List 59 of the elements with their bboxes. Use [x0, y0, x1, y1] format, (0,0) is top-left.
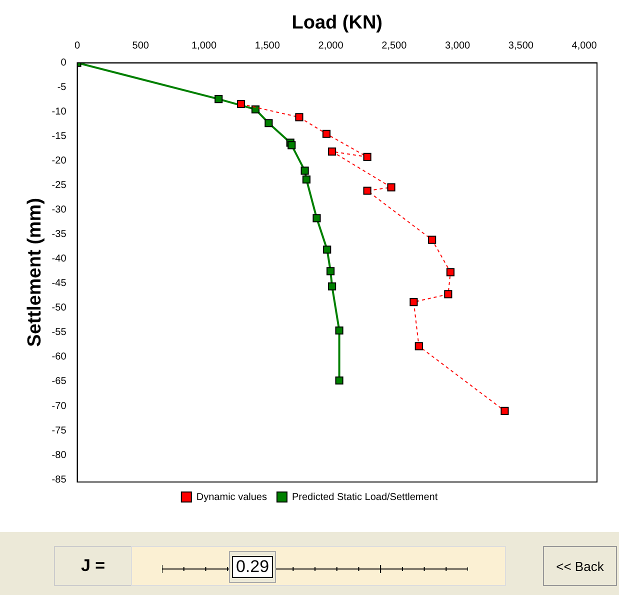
x-tick-label: 1,000 [192, 40, 217, 52]
point [328, 148, 336, 156]
x-tick-label: 3,000 [445, 40, 471, 52]
x-axis-title: Load (KN) [292, 12, 383, 34]
point [328, 282, 336, 290]
y-tick-label: -75 [52, 425, 67, 436]
y-tick-label: 0 [60, 58, 67, 69]
x-tick-label: 500 [132, 40, 150, 52]
point [295, 113, 304, 122]
point [410, 298, 418, 306]
y-tick-label: -10 [52, 106, 67, 118]
point [288, 141, 296, 150]
y-tick-label: -25 [52, 180, 67, 192]
point [312, 214, 321, 222]
text: 0.29 [232, 556, 274, 578]
text: << Back [543, 546, 617, 586]
y-tick-label: -30 [52, 204, 67, 216]
x-tick-label: 1,500 [254, 40, 280, 52]
point [387, 183, 396, 192]
legend-label: Predicted Static Load/Settlement [292, 492, 438, 503]
y-tick-label: -50 [52, 302, 67, 314]
y-tick-label: -15 [52, 131, 67, 142]
text: J = [54, 546, 132, 586]
point [302, 175, 310, 184]
y-tick-label: -60 [52, 352, 67, 363]
x-tick-label: 2,500 [382, 40, 408, 52]
point [323, 246, 332, 254]
y-tick-label: -35 [52, 229, 67, 240]
point [363, 186, 372, 195]
y-tick-label: -65 [52, 376, 67, 388]
legend-label: Dynamic values [196, 492, 267, 503]
point [335, 376, 344, 385]
x-tick-label: 3,500 [508, 40, 534, 52]
x-tick-label: 0 [74, 40, 80, 52]
point [335, 326, 344, 335]
y-tick-label: -85 [52, 474, 67, 486]
x-tick-label: 2,000 [318, 40, 344, 52]
y-tick-label: -70 [52, 400, 67, 412]
point [446, 268, 454, 276]
point [414, 342, 423, 350]
y-tick-label: -20 [52, 156, 67, 167]
y-tick-label: -5 [57, 82, 67, 94]
y-tick-label: -45 [52, 278, 67, 290]
point [264, 119, 273, 128]
y-axis-title: Settlement (mm) [24, 198, 46, 347]
point [444, 290, 452, 298]
y-tick-label: -40 [52, 254, 67, 265]
point [500, 406, 509, 415]
y-tick-label: -80 [52, 450, 67, 461]
x-tick-label: 4,000 [572, 40, 598, 52]
point [251, 105, 260, 114]
point [363, 152, 372, 161]
point [237, 100, 246, 108]
y-tick-label: -55 [52, 327, 67, 338]
point [300, 166, 309, 175]
point [428, 236, 436, 244]
point [322, 130, 331, 138]
point [326, 267, 335, 276]
point [214, 95, 223, 104]
